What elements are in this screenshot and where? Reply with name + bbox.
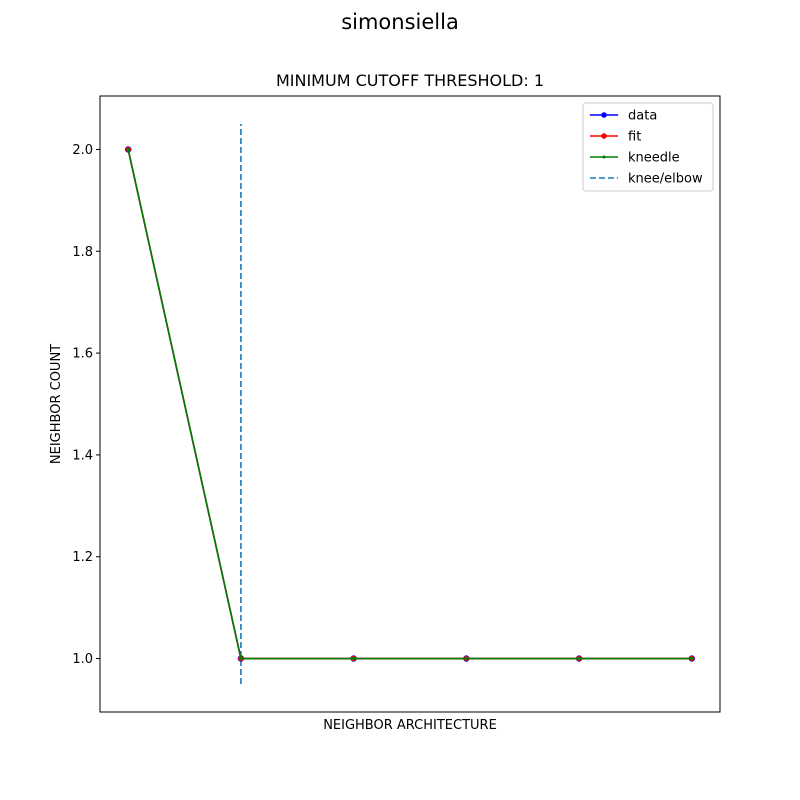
- legend-marker-data: [601, 112, 607, 118]
- legend-marker-fit: [601, 133, 607, 139]
- data-point-kneedle: [126, 147, 130, 152]
- series-line-data: [127, 149, 692, 660]
- y-tick-label: 1.8: [72, 245, 93, 260]
- y-tick-label: 2.0: [72, 143, 93, 158]
- plot-layer: [124, 124, 696, 684]
- chart-title: MINIMUM CUTOFF THRESHOLD: 1: [275, 71, 545, 90]
- legend-marker-kneedle: [602, 155, 606, 159]
- figure-title: simonsiella: [341, 10, 459, 34]
- legend-box: [582, 102, 714, 192]
- legend-label-data: data: [628, 109, 657, 124]
- data-point-kneedle: [239, 656, 243, 661]
- y-tick-label: 1.0: [72, 652, 93, 667]
- series-line-fit: [127, 149, 692, 660]
- y-axis: 1.0 1.2 1.4 1.6 1.8 2.0: [72, 143, 100, 667]
- legend-label-knee/elbow: knee/elbow: [628, 172, 703, 187]
- data-point-kneedle: [690, 656, 694, 661]
- data-point-kneedle: [577, 656, 581, 661]
- y-axis-label: NEIGHBOR COUNT: [49, 344, 64, 464]
- y-tick-label: 1.2: [72, 550, 93, 565]
- data-point-kneedle: [464, 656, 469, 661]
- plot-frame: [99, 95, 721, 713]
- legend-label-kneedle: kneedle: [628, 151, 680, 166]
- y-tick-label: 1.4: [72, 448, 93, 463]
- legend: data fit kneedle knee/elbow: [582, 102, 714, 192]
- x-axis-label: NEIGHBOR ARCHITECTURE: [323, 718, 497, 733]
- data-point-kneedle: [351, 656, 356, 661]
- y-tick-label: 1.6: [72, 347, 93, 362]
- series-line-kneedle: [127, 149, 692, 660]
- legend-label-fit: fit: [628, 130, 641, 145]
